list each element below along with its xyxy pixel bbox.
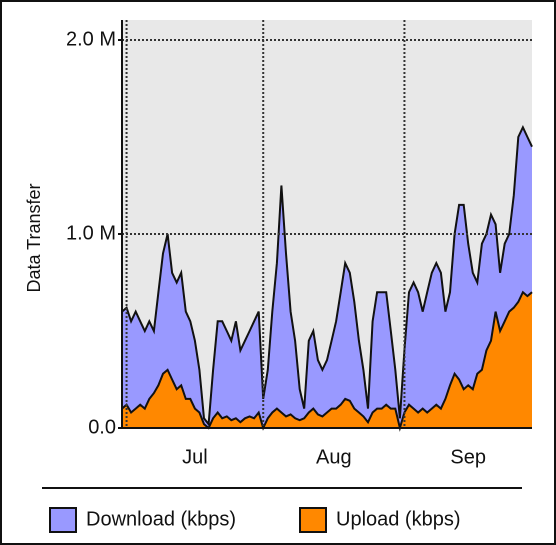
x-tick-label: Aug [316, 446, 352, 468]
legend-swatch [299, 507, 327, 533]
y-tick-label: 0.0 [88, 416, 116, 438]
y-axis-label: Data Transfer [24, 183, 44, 292]
area-outline [121, 124, 533, 427]
area-outline [121, 290, 533, 432]
legend-label: Upload (kbps) [336, 508, 461, 530]
area [122, 127, 532, 429]
y-tick-label: 2.0 M [66, 28, 116, 50]
x-tick-label: Jul [182, 446, 208, 468]
x-tick-label: Sep [450, 446, 486, 468]
legend-label: Download (kbps) [86, 508, 236, 530]
legend-swatch [49, 507, 77, 533]
area [122, 292, 532, 428]
y-tick-label: 1.0 M [66, 222, 116, 244]
